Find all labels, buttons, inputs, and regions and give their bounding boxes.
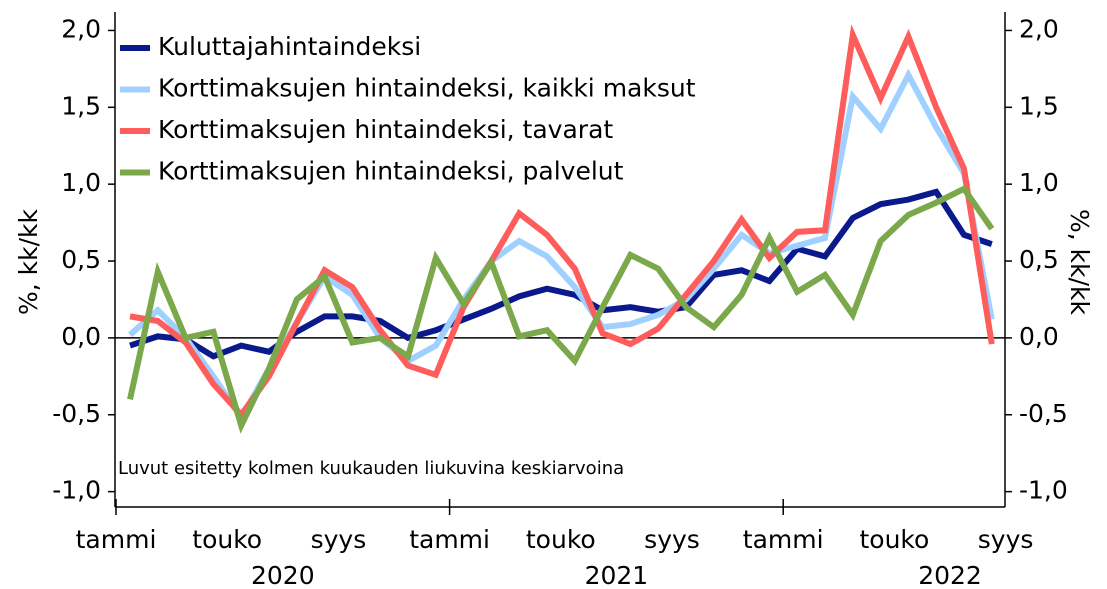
legend-label: Korttimaksujen hintaindeksi, kaikki maks… [158, 74, 696, 103]
legend-label: Kuluttajahintaindeksi [158, 32, 421, 61]
series-line [127, 184, 995, 434]
y-tick-label: 2,0 [61, 14, 101, 43]
x-tick-label: syys [978, 525, 1034, 554]
legend-label: Korttimaksujen hintaindeksi, palvelut [158, 157, 624, 186]
y2-tick-label: 0,0 [1019, 322, 1059, 351]
annotation: Luvut esitetty kolmen kuukauden liukuvin… [118, 458, 624, 479]
y2-axis-label: %, kk/kk [1065, 209, 1094, 316]
y-tick-label: 0,0 [61, 322, 101, 351]
y-tick-label: -0,5 [52, 399, 101, 428]
x-tick-label: tammi [409, 525, 490, 554]
series-line [129, 188, 993, 360]
year-label: 2021 [585, 561, 649, 589]
year-label: 2020 [251, 561, 315, 589]
y-tick-label: 1,5 [61, 91, 101, 120]
x-tick-label: tammi [743, 525, 824, 554]
x-tick-label: syys [644, 525, 700, 554]
y2-tick-label: 0,5 [1019, 245, 1059, 274]
x-tick-label: syys [311, 525, 367, 554]
x-tick-label: touko [526, 525, 596, 554]
y2-tick-label: 1,5 [1019, 91, 1059, 120]
y-tick-label: -1,0 [52, 476, 101, 505]
series-line [129, 24, 995, 420]
legend-label: Korttimaksujen hintaindeksi, tavarat [158, 115, 613, 144]
y2-tick-label: -1,0 [1019, 476, 1068, 505]
x-tick-label: tammi [76, 525, 157, 554]
y-axis-label: %, kk/kk [14, 208, 43, 315]
y2-tick-label: -0,5 [1019, 399, 1068, 428]
x-tick-label: touko [192, 525, 262, 554]
year-label: 2022 [918, 561, 982, 589]
y-tick-label: 0,5 [61, 245, 101, 274]
y2-tick-label: 1,0 [1019, 168, 1059, 197]
y2-tick-label: 2,0 [1019, 14, 1059, 43]
y-tick-label: 1,0 [61, 168, 101, 197]
x-tick-label: touko [859, 525, 929, 554]
